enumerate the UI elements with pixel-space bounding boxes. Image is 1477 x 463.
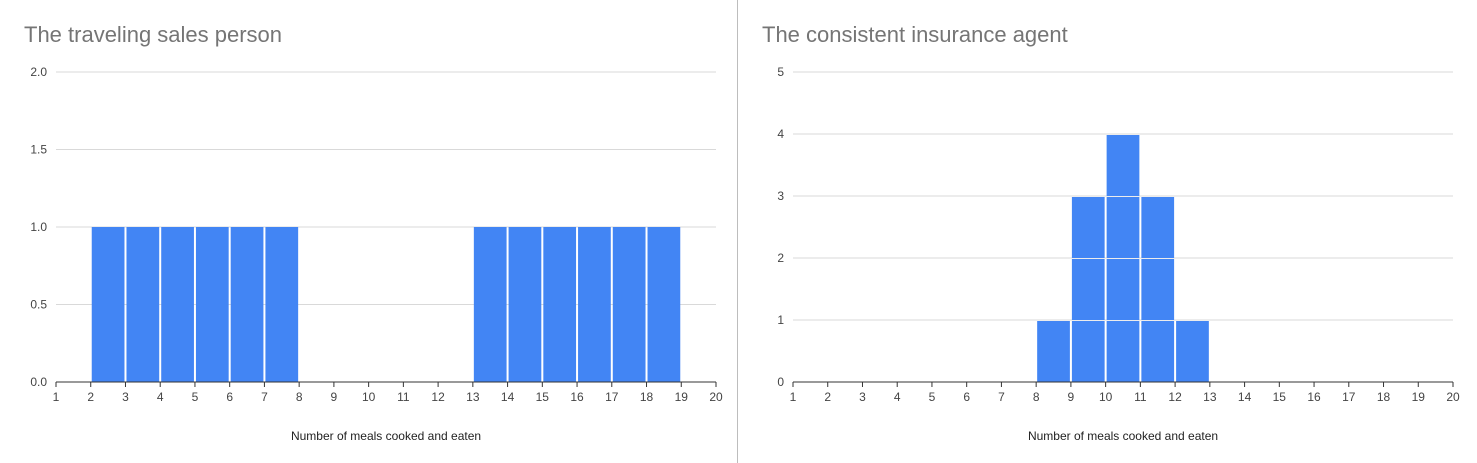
x-tick-label: 18 — [640, 390, 654, 404]
x-tick-label: 13 — [1203, 390, 1217, 404]
y-tick-label: 1 — [777, 313, 784, 327]
histogram-bar — [1141, 321, 1175, 382]
y-tick-label: 1.5 — [30, 143, 47, 157]
x-tick-label: 6 — [226, 390, 233, 404]
histogram-bar — [1071, 321, 1105, 382]
x-tick-label: 6 — [963, 390, 970, 404]
histogram-bar — [1141, 197, 1175, 258]
histogram-bar — [1071, 197, 1105, 258]
x-tick-label: 14 — [501, 390, 515, 404]
y-tick-label: 2 — [777, 251, 784, 265]
x-tick-label: 9 — [1068, 390, 1075, 404]
x-tick-label: 7 — [998, 390, 1005, 404]
x-tick-label: 2 — [824, 390, 831, 404]
histogram-bar — [647, 227, 681, 382]
x-tick-label: 15 — [1273, 390, 1287, 404]
x-axis-title: Number of meals cooked and eaten — [1028, 429, 1218, 443]
x-tick-label: 9 — [331, 390, 338, 404]
y-tick-label: 3 — [777, 189, 784, 203]
y-tick-label: 0.0 — [30, 375, 47, 389]
x-axis-title: Number of meals cooked and eaten — [291, 429, 481, 443]
histogram-bar — [473, 227, 507, 382]
histogram-bar — [1176, 321, 1209, 382]
histogram-bar — [1141, 259, 1175, 320]
x-tick-label: 17 — [1342, 390, 1356, 404]
histogram-bar — [161, 227, 194, 382]
y-tick-label: 0.5 — [30, 298, 47, 312]
chart-panel-traveling-sales-person: The traveling sales person 0.0 0.5 1.0 1.5 2… — [0, 0, 737, 463]
y-tick-label: 5 — [777, 65, 784, 79]
histogram-bar — [126, 227, 160, 382]
x-tick-label: 10 — [1099, 390, 1113, 404]
chart-title: The consistent insurance agent — [762, 22, 1068, 47]
histogram-bar — [508, 227, 542, 382]
y-tick-label: 1.0 — [30, 220, 47, 234]
x-tick-label: 8 — [1033, 390, 1040, 404]
x-tick-label: 3 — [859, 390, 866, 404]
x-tick-label: 19 — [675, 390, 689, 404]
x-tick-label: 15 — [536, 390, 550, 404]
x-tick-label: 3 — [122, 390, 129, 404]
x-tick-label: 20 — [709, 390, 723, 404]
y-tick-label: 4 — [777, 127, 784, 141]
y-tick-label: 2.0 — [30, 65, 47, 79]
x-tick-label: 14 — [1238, 390, 1252, 404]
x-tick-label: 10 — [362, 390, 376, 404]
x-tick-label: 12 — [1168, 390, 1182, 404]
x-tick-label: 11 — [1134, 390, 1147, 404]
x-tick-label: 4 — [894, 390, 901, 404]
histogram-bar — [1106, 197, 1140, 258]
x-tick-label: 13 — [466, 390, 480, 404]
histogram-bar — [1037, 321, 1070, 382]
x-tick-label: 5 — [929, 390, 936, 404]
histogram-bar — [230, 227, 264, 382]
panel-divider — [737, 0, 738, 463]
histogram-bar — [1106, 259, 1140, 320]
histogram-bar — [612, 227, 646, 382]
x-tick-label: 1 — [790, 390, 797, 404]
histogram-bar — [1071, 259, 1105, 320]
histogram-bar — [265, 227, 299, 382]
histogram-bar — [91, 227, 125, 382]
x-tick-label: 16 — [570, 390, 584, 404]
histogram-bar — [578, 227, 611, 382]
x-tick-label: 17 — [605, 390, 619, 404]
chart-title: The traveling sales person — [24, 22, 283, 47]
x-tick-label: 5 — [192, 390, 199, 404]
histogram-bar — [1106, 321, 1140, 382]
histogram-svg: 0.00.51.01.52.01 2 3 4 5 6 7 8 9 10 11 12 13 14 15 16 17… — [30, 65, 723, 443]
histogram-bar — [1106, 135, 1140, 196]
x-tick-label: 4 — [157, 390, 164, 404]
x-tick-label: 12 — [431, 390, 445, 404]
x-tick-label: 7 — [261, 390, 268, 404]
x-tick-label: 8 — [296, 390, 303, 404]
x-tick-label: 2 — [87, 390, 94, 404]
y-tick-label: 0 — [777, 375, 784, 389]
x-tick-label: 18 — [1377, 390, 1391, 404]
x-tick-label: 16 — [1307, 390, 1321, 404]
x-tick-label: 1 — [53, 390, 60, 404]
x-tick-label: 11 — [397, 390, 410, 404]
x-tick-label: 19 — [1412, 390, 1426, 404]
histogram-bar — [195, 227, 229, 382]
x-tick-label: 20 — [1446, 390, 1460, 404]
histogram-bar — [543, 227, 577, 382]
